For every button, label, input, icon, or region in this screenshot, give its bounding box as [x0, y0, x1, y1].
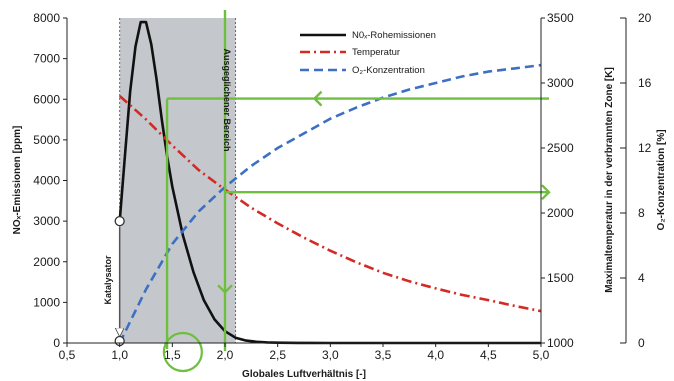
- y-tick-label: 0: [53, 336, 60, 350]
- y3-tick-label: 4: [638, 271, 645, 285]
- y3-tick-label: 8: [638, 206, 645, 220]
- y2-axis-ticks: 1000 1500 2000 2500 3000 3500: [541, 11, 574, 350]
- x-tick-label: 3,0: [322, 348, 339, 362]
- y3-tick-label: 20: [638, 11, 652, 25]
- y3-axis-title: O₂-Konzentration [%]: [656, 129, 667, 230]
- y2-tick-label: 3500: [547, 11, 574, 25]
- y-tick-label: 3000: [33, 214, 60, 228]
- green-arrowhead-down: [217, 284, 233, 294]
- katalysator-start-marker: [114, 215, 125, 227]
- x-tick-label: 1,0: [111, 348, 128, 362]
- green-arrowhead-right: [541, 184, 551, 201]
- legend: N0ₓ-Rohemissionen Temperatur O₂-Konzentr…: [300, 30, 436, 76]
- annotation-ausgeglichener-bereich: Ausgeglichener Bereich: [222, 48, 232, 151]
- y3-axis-ticks: 0 4 8 12 16 20: [620, 11, 652, 350]
- y2-axis-title: Maximaltemperatur in der verbrannten Zon…: [604, 67, 615, 293]
- x-tick-label: 1,5: [164, 348, 181, 362]
- y2-tick-label: 3000: [547, 76, 574, 90]
- y2-tick-label: 2500: [547, 141, 574, 155]
- x-tick-label: 3,5: [375, 348, 392, 362]
- x-tick-label: 5,0: [533, 348, 550, 362]
- y-tick-label: 5000: [33, 133, 60, 147]
- shaded-band-0: [119, 18, 236, 343]
- legend-label-o2: O₂-Konzentration: [352, 65, 425, 76]
- y3-tick-label: 16: [638, 76, 652, 90]
- legend-label-temperatur: Temperatur: [352, 47, 400, 58]
- y-tick-label: 4000: [33, 174, 60, 188]
- y3-tick-label: 12: [638, 141, 652, 155]
- x-tick-label: 0,5: [59, 348, 76, 362]
- x-axis-ticks: 0,5 1,0 1,5 2,0 2,5 3,0 3,5 4,0 4,5 5,0: [59, 343, 550, 362]
- x-tick-label: 4,0: [427, 348, 444, 362]
- annotation-katalysator: Katalysator: [103, 255, 113, 305]
- y2-tick-label: 1000: [547, 336, 574, 350]
- temperature-line: [118, 95, 542, 313]
- y-axis-title: NOₓ-Emissionen [ppm]: [12, 126, 23, 235]
- o2-concentration-line: [118, 63, 542, 344]
- legend-label-nox: N0ₓ-Rohemissionen: [352, 30, 436, 41]
- y-tick-label: 2000: [33, 255, 60, 269]
- y2-tick-label: 1500: [547, 271, 574, 285]
- green-highlight-circle: [162, 331, 203, 373]
- y3-tick-label: 0: [638, 336, 645, 350]
- y2-tick-label: 2000: [547, 206, 574, 220]
- x-tick-label: 2,5: [269, 348, 286, 362]
- x-axis-title: Globales Luftverhältnis [-]: [242, 369, 366, 380]
- y-tick-label: 8000: [33, 11, 60, 25]
- x-tick-label: 2,0: [217, 348, 234, 362]
- y-tick-label: 1000: [33, 295, 60, 309]
- y-tick-label: 6000: [33, 92, 60, 106]
- y-tick-label: 7000: [33, 52, 60, 66]
- green-arrowhead-left: [312, 90, 323, 107]
- x-tick-label: 4,5: [480, 348, 497, 362]
- y-axis-ticks: 0 1000 2000 3000 4000 5000 6000 7000 8000: [33, 11, 67, 350]
